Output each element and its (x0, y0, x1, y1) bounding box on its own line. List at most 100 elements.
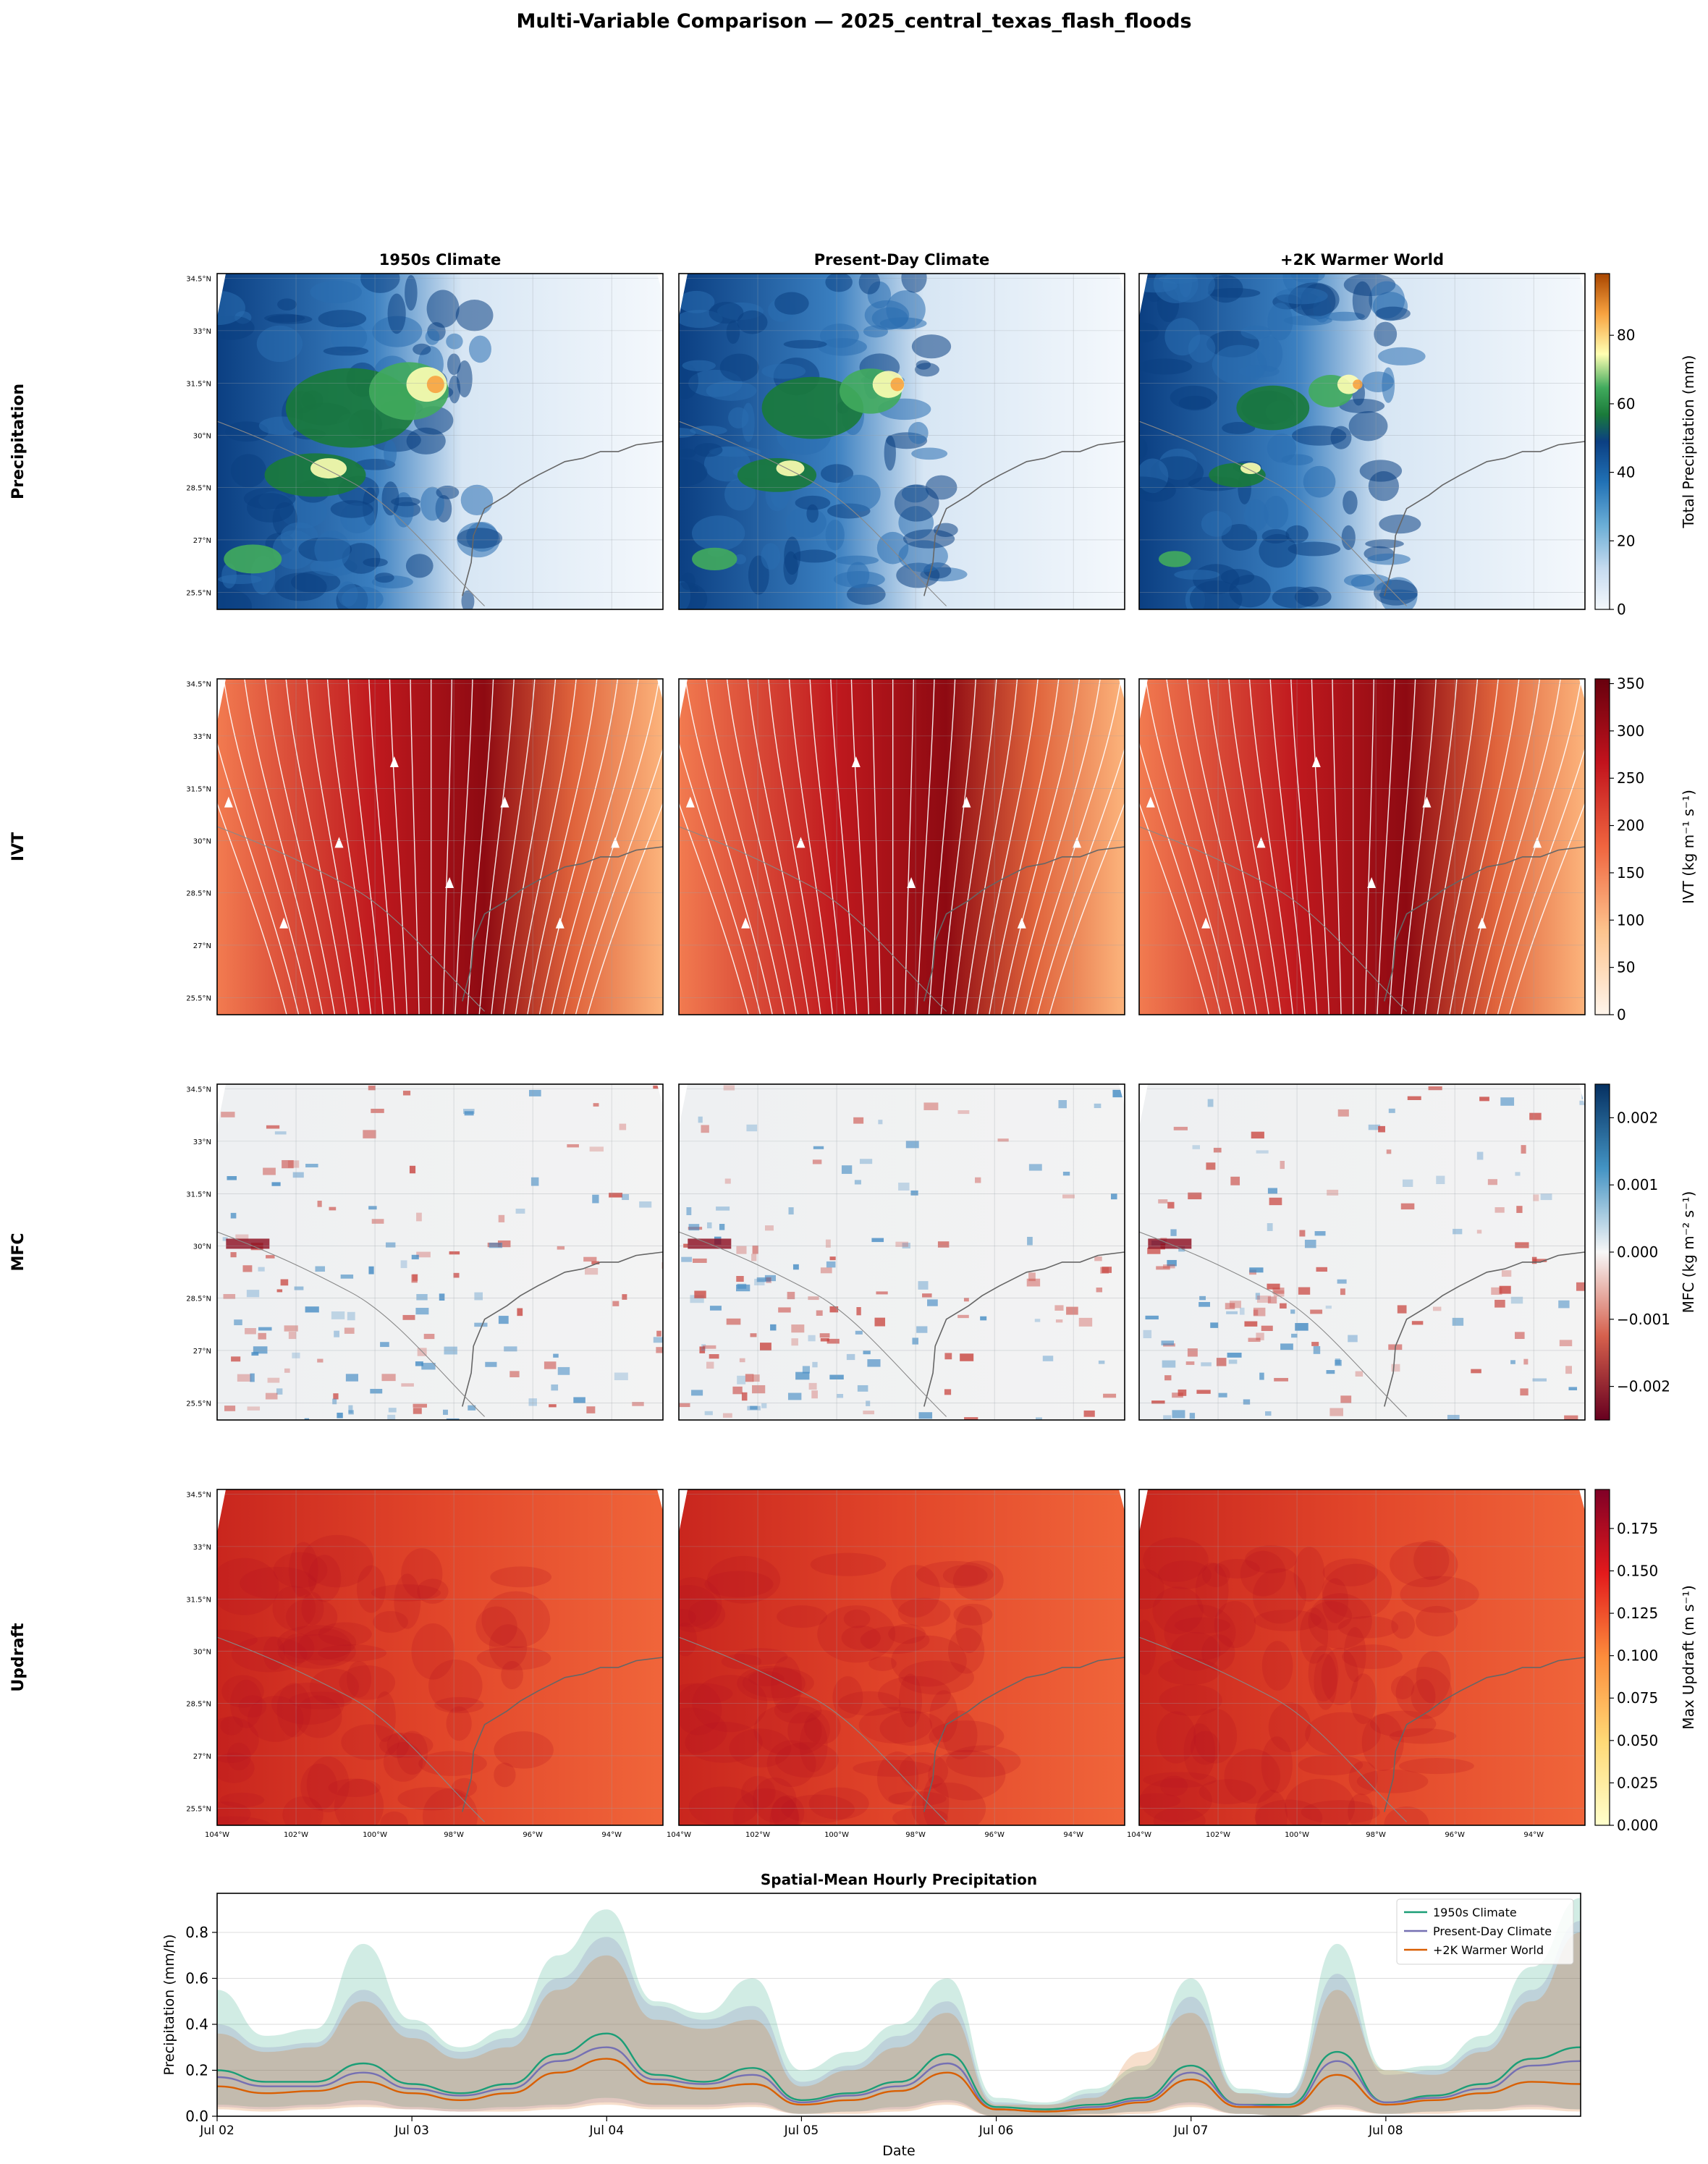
precip-blob (1222, 422, 1256, 434)
precip-blob (820, 464, 854, 483)
precip-hotspot (310, 458, 347, 479)
updraft-blob (401, 1548, 443, 1600)
mfc-cell (442, 1409, 448, 1415)
updraft-blob (452, 1778, 478, 1797)
mfc-cell (1516, 1206, 1523, 1213)
updraft-blob (1153, 1807, 1206, 1825)
updraft-blob (922, 1775, 950, 1825)
field-background (1139, 1489, 1585, 1825)
mfc-cell (736, 1284, 751, 1292)
streamline-arrow (279, 917, 289, 929)
lat-tick-label: 31.5°N (186, 1596, 211, 1604)
mfc-cell (1151, 1400, 1165, 1404)
mfc-cell (1094, 1103, 1102, 1109)
mfc-cell (975, 1177, 981, 1183)
mfc-cell (1452, 1317, 1464, 1326)
mfc-cell (754, 1278, 765, 1285)
updraft-blob (217, 1717, 259, 1763)
precip-blob (1290, 274, 1325, 283)
precip-blob (902, 529, 955, 549)
updraft-blob (928, 1749, 1006, 1801)
mfc-cell (1058, 1099, 1067, 1109)
mfc-cell (304, 1418, 310, 1420)
mfc-cell (498, 1316, 509, 1324)
updraft-blob (679, 1683, 733, 1704)
precip-blob (795, 495, 831, 510)
precip-blob (274, 572, 327, 601)
updraft-blob (1193, 1708, 1238, 1764)
mfc-cell (235, 1234, 249, 1241)
mfc-cell (371, 1219, 384, 1224)
mfc-cell (854, 1180, 861, 1185)
map-panel: 34.5°N 33°N 31.5°N 30°N 28.5°N 27°N 25.5°N 104°… (186, 1489, 664, 1839)
precip-blob (679, 290, 715, 313)
mfc-cell (345, 1374, 358, 1382)
mfc-cell (1400, 1203, 1415, 1210)
mfc-cell (1078, 1317, 1093, 1327)
mfc-cell (736, 1276, 744, 1282)
mfc-cell (1267, 1283, 1280, 1290)
precip-blob (341, 586, 384, 609)
streamline (830, 679, 858, 1015)
precip-blob (405, 274, 418, 311)
border-line (217, 1636, 485, 1822)
mfc-cell (266, 1125, 280, 1129)
precip-blob (1139, 476, 1168, 494)
lon-tick-label: 94°W (601, 1831, 622, 1839)
row-label: Precipitation (9, 384, 28, 499)
lat-tick-label: 34.5°N (186, 680, 211, 688)
precip-blob (267, 314, 313, 324)
streamline (871, 679, 882, 1015)
mfc-cell (622, 1294, 627, 1300)
precip-blob (741, 402, 755, 442)
mfc-cell (280, 1279, 289, 1286)
mfc-cell (944, 1353, 952, 1360)
mfc-cell (912, 1337, 918, 1345)
mfc-cell (1304, 1239, 1316, 1248)
updraft-blob (946, 1745, 1021, 1778)
series-band (217, 1921, 1581, 2116)
precip-blob (679, 363, 699, 400)
y-tick-label: 0.0 (185, 2108, 208, 2125)
mfc-cell (701, 1344, 706, 1351)
mfc-cell (1340, 1395, 1352, 1403)
updraft-blob (380, 1811, 408, 1825)
mfc-cell (619, 1123, 627, 1130)
streamline (1049, 802, 1125, 1015)
updraft-blob (1261, 1641, 1293, 1691)
mfc-cell (1164, 1375, 1172, 1381)
precip-blob (1229, 575, 1271, 608)
map-panel (678, 678, 1125, 1015)
updraft-blob (494, 1762, 516, 1788)
precip-hotspot (1240, 462, 1261, 474)
updraft-blob (373, 1610, 408, 1633)
updraft-blob (1390, 1675, 1415, 1699)
mfc-cell (791, 1338, 798, 1346)
panel-frame (216, 1489, 664, 1826)
mfc-cell (234, 1319, 242, 1326)
column-title: 1950s Climate (379, 251, 501, 269)
mfc-cell (726, 1318, 741, 1325)
mfc-cell (1248, 1337, 1261, 1343)
updraft-blob (688, 1599, 726, 1630)
lat-tick-label: 30°N (193, 433, 211, 441)
streamline (491, 679, 536, 1015)
lat-tick-label: 30°N (193, 1649, 211, 1657)
precip-blob (864, 300, 910, 331)
mfc-cell (846, 1353, 855, 1361)
precip-blob (1212, 345, 1267, 385)
colorbar-tick-label: 0.001 (1617, 1176, 1658, 1193)
precip-blob (1178, 395, 1212, 411)
updraft-blob (803, 1709, 841, 1744)
updraft-blob (217, 1801, 251, 1825)
lon-tick-label: 100°W (363, 1831, 387, 1839)
updraft-blob (501, 1660, 523, 1690)
updraft-blob (1224, 1749, 1280, 1804)
mfc-cell (589, 1146, 604, 1152)
updraft-blob (853, 1759, 932, 1777)
updraft-blob (1413, 1540, 1450, 1580)
mfc-cell (916, 1326, 928, 1333)
updraft-blob (841, 1625, 881, 1650)
mfc-cell (693, 1258, 707, 1263)
mfc-cell (1476, 1151, 1484, 1160)
